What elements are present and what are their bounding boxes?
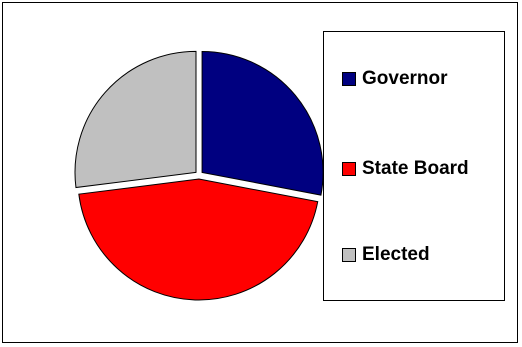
legend-label-state-board: State Board <box>362 158 469 179</box>
slice-elected <box>74 50 197 189</box>
slice-governor <box>201 50 323 196</box>
legend-label-governor: Governor <box>362 68 448 89</box>
legend-item-elected: Elected <box>342 242 430 268</box>
legend-swatch-governor <box>342 72 356 86</box>
legend-item-governor: Governor <box>342 66 448 92</box>
legend-swatch-elected <box>342 248 356 262</box>
legend-label-elected: Elected <box>362 244 430 265</box>
slice-state-board <box>78 178 319 301</box>
legend-swatch-state-board <box>342 162 356 176</box>
chart-area: Governor State Board Elected <box>2 2 518 343</box>
legend-item-state-board: State Board <box>342 156 469 182</box>
legend: Governor State Board Elected <box>323 31 505 301</box>
pie-chart <box>74 50 323 301</box>
